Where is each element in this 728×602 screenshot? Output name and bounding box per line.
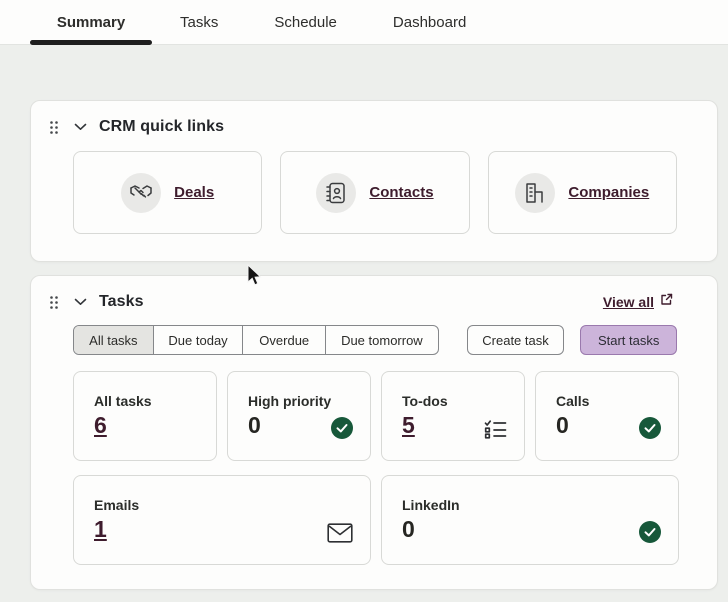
- crm-quick-links-title: CRM quick links: [99, 118, 225, 135]
- tab-tasks[interactable]: Tasks: [180, 13, 219, 31]
- companies-card[interactable]: Companies: [487, 151, 677, 234]
- filter-overdue[interactable]: Overdue: [243, 326, 327, 354]
- stat-value-link[interactable]: 5: [402, 412, 415, 438]
- companies-link[interactable]: Companies: [568, 184, 650, 201]
- stat-label: Emails: [94, 497, 140, 513]
- tab-summary[interactable]: Summary: [56, 13, 126, 31]
- check-circle-icon: [639, 521, 661, 543]
- stat-label: High priority: [248, 393, 332, 409]
- stat-value: 0: [402, 516, 415, 542]
- stat-label: All tasks: [94, 393, 152, 409]
- contacts-book-icon: [316, 172, 357, 213]
- crm-quick-links-panel: CRM quick links Deals: [30, 100, 718, 262]
- stat-card-high-priority: High priority 0: [227, 371, 371, 461]
- stat-card-all-tasks: All tasks 6: [73, 371, 217, 461]
- task-stats-grid: All tasks 6 High priority 0 To-dos 5: [31, 355, 717, 565]
- drag-handle-icon[interactable]: [49, 295, 59, 310]
- tab-bar: Summary Tasks Schedule Dashboard: [0, 0, 728, 45]
- checklist-icon: [484, 420, 507, 439]
- tasks-title: Tasks: [99, 293, 144, 310]
- deals-card[interactable]: Deals: [73, 151, 263, 234]
- tab-schedule[interactable]: Schedule: [274, 13, 337, 31]
- stat-card-emails: Emails 1: [73, 475, 371, 565]
- crm-quick-links-header: CRM quick links: [31, 101, 717, 136]
- filter-due-tomorrow[interactable]: Due tomorrow: [341, 332, 423, 348]
- drag-handle-icon[interactable]: [49, 120, 59, 135]
- stat-card-linkedin: LinkedIn 0: [381, 475, 679, 565]
- tab-dashboard[interactable]: Dashboard: [392, 13, 467, 31]
- tasks-controls: All tasks Due today Overdue Due tomorrow…: [31, 311, 717, 355]
- tab-list: Summary Tasks Schedule Dashboard: [0, 0, 728, 44]
- external-link-icon: [660, 293, 673, 311]
- handshake-icon: [121, 172, 162, 213]
- stat-label: To-dos: [402, 393, 448, 409]
- crm-quick-links-cards: Deals Contacts: [31, 136, 717, 234]
- tasks-panel: Tasks View all All tasks Due today Overd…: [30, 275, 718, 590]
- filter-all-tasks[interactable]: All tasks: [74, 326, 154, 354]
- view-all-label[interactable]: View all: [602, 294, 654, 310]
- stat-card-todos: To-dos 5: [381, 371, 525, 461]
- filter-due-today[interactable]: Due today: [154, 326, 244, 354]
- chevron-down-icon[interactable]: [74, 123, 87, 131]
- buildings-icon: [515, 172, 556, 213]
- stat-label: Calls: [556, 393, 590, 409]
- chevron-down-icon[interactable]: [74, 298, 87, 306]
- stat-value: 0: [556, 412, 569, 438]
- active-tab-indicator: [30, 40, 152, 45]
- view-all-link[interactable]: View all: [603, 293, 673, 311]
- tasks-header: Tasks View all: [31, 276, 717, 311]
- stat-label: LinkedIn: [402, 497, 460, 513]
- stat-card-calls: Calls 0: [535, 371, 679, 461]
- task-filter-group: All tasks Due today Overdue Due tomorrow: [73, 325, 439, 355]
- check-circle-icon: [639, 417, 661, 439]
- deals-link[interactable]: Deals: [174, 184, 215, 201]
- check-circle-icon: [331, 417, 353, 439]
- create-task-button[interactable]: Create task: [466, 325, 565, 355]
- stat-value-link[interactable]: 6: [94, 412, 107, 438]
- stat-value: 0: [248, 412, 261, 438]
- envelope-icon: [327, 523, 353, 543]
- contacts-link[interactable]: Contacts: [369, 184, 434, 201]
- stat-value-link[interactable]: 1: [94, 516, 107, 542]
- start-tasks-button[interactable]: Start tasks: [580, 325, 677, 355]
- contacts-card[interactable]: Contacts: [280, 151, 470, 234]
